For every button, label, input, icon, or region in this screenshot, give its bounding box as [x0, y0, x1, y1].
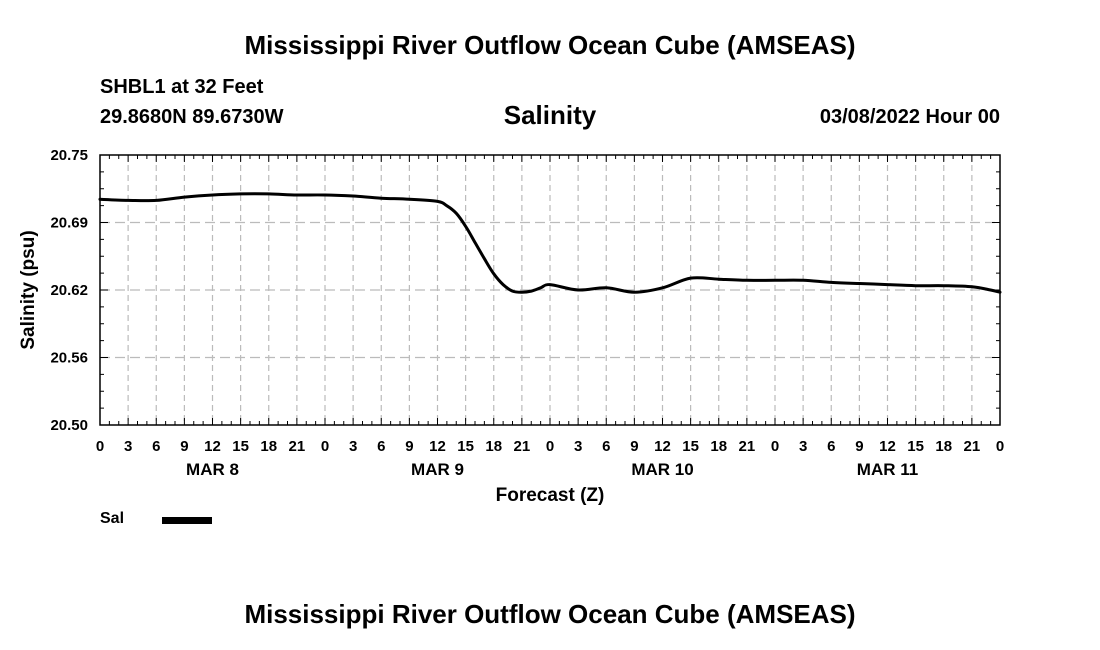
x-tick-label: 15 — [682, 438, 699, 455]
day-label: MAR 8 — [186, 460, 239, 479]
plot-frame — [99, 154, 1001, 426]
legend-swatch — [162, 517, 212, 524]
x-tick-label: 6 — [602, 438, 610, 455]
x-tick-label: 0 — [321, 438, 329, 455]
x-tick-label: 12 — [654, 438, 671, 455]
x-tick-label: 18 — [485, 438, 502, 455]
x-tick-label: 15 — [232, 438, 249, 455]
footer-title: Mississippi River Outflow Ocean Cube (AM… — [244, 599, 856, 629]
x-tick-label: 9 — [630, 438, 638, 455]
x-tick-label: 0 — [546, 438, 554, 455]
x-tick-label: 21 — [514, 438, 531, 455]
x-tick-label: 12 — [879, 438, 896, 455]
x-tick-label: 21 — [739, 438, 756, 455]
series-line-sal — [98, 192, 1002, 294]
x-tick-label: 9 — [855, 438, 863, 455]
x-tick-label: 0 — [96, 438, 104, 455]
y-tick-label: 20.69 — [50, 215, 88, 232]
x-axis-label: Forecast (Z) — [496, 485, 605, 506]
forecast-datetime: 03/08/2022 Hour 00 — [819, 106, 1000, 128]
x-tick-label: 21 — [964, 438, 981, 455]
x-tick-label: 0 — [771, 438, 779, 455]
x-tick-label: 0 — [996, 438, 1004, 455]
x-tick-label: 9 — [405, 438, 413, 455]
day-label: MAR 10 — [631, 460, 693, 479]
series-layer — [98, 192, 1002, 294]
x-tick-label: 3 — [799, 438, 807, 455]
y-tick-label: 20.50 — [50, 417, 88, 434]
x-tick-label: 3 — [124, 438, 132, 455]
label-layer: 0 3 6 9 12 15 18 21 0 3 6 9 12 15 18 21 0 3 6 9 12 15 18 21 0 3 6 9… — [18, 147, 1004, 506]
main-title: Mississippi River Outflow Ocean Cube (AM… — [244, 30, 856, 60]
x-tick-label: 18 — [260, 438, 277, 455]
x-tick-label: 6 — [152, 438, 160, 455]
x-tick-label: 3 — [574, 438, 582, 455]
x-tick-label: 18 — [710, 438, 727, 455]
x-tick-label: 3 — [349, 438, 357, 455]
axes-layer — [99, 154, 1001, 426]
coordinates-label: 29.8680N 89.6730W — [100, 106, 284, 128]
day-label: MAR 9 — [411, 460, 464, 479]
legend-label: Sal — [100, 510, 125, 527]
x-tick-label: 9 — [180, 438, 188, 455]
y-tick-label: 20.75 — [50, 147, 88, 164]
chart-title: Salinity — [503, 100, 597, 130]
station-label: SHBL1 at 32 Feet — [100, 76, 264, 98]
x-tick-label: 15 — [907, 438, 924, 455]
day-label: MAR 11 — [857, 460, 918, 479]
x-tick-label: 18 — [935, 438, 952, 455]
x-tick-label: 6 — [377, 438, 385, 455]
x-tick-label: 15 — [457, 438, 474, 455]
y-tick-label: 20.62 — [50, 282, 88, 299]
x-tick-label: 12 — [429, 438, 446, 455]
x-tick-label: 6 — [827, 438, 835, 455]
y-axis-label: Salinity (psu) — [18, 230, 39, 349]
y-tick-label: 20.56 — [50, 350, 88, 367]
x-tick-label: 21 — [289, 438, 306, 455]
x-tick-label: 12 — [204, 438, 221, 455]
